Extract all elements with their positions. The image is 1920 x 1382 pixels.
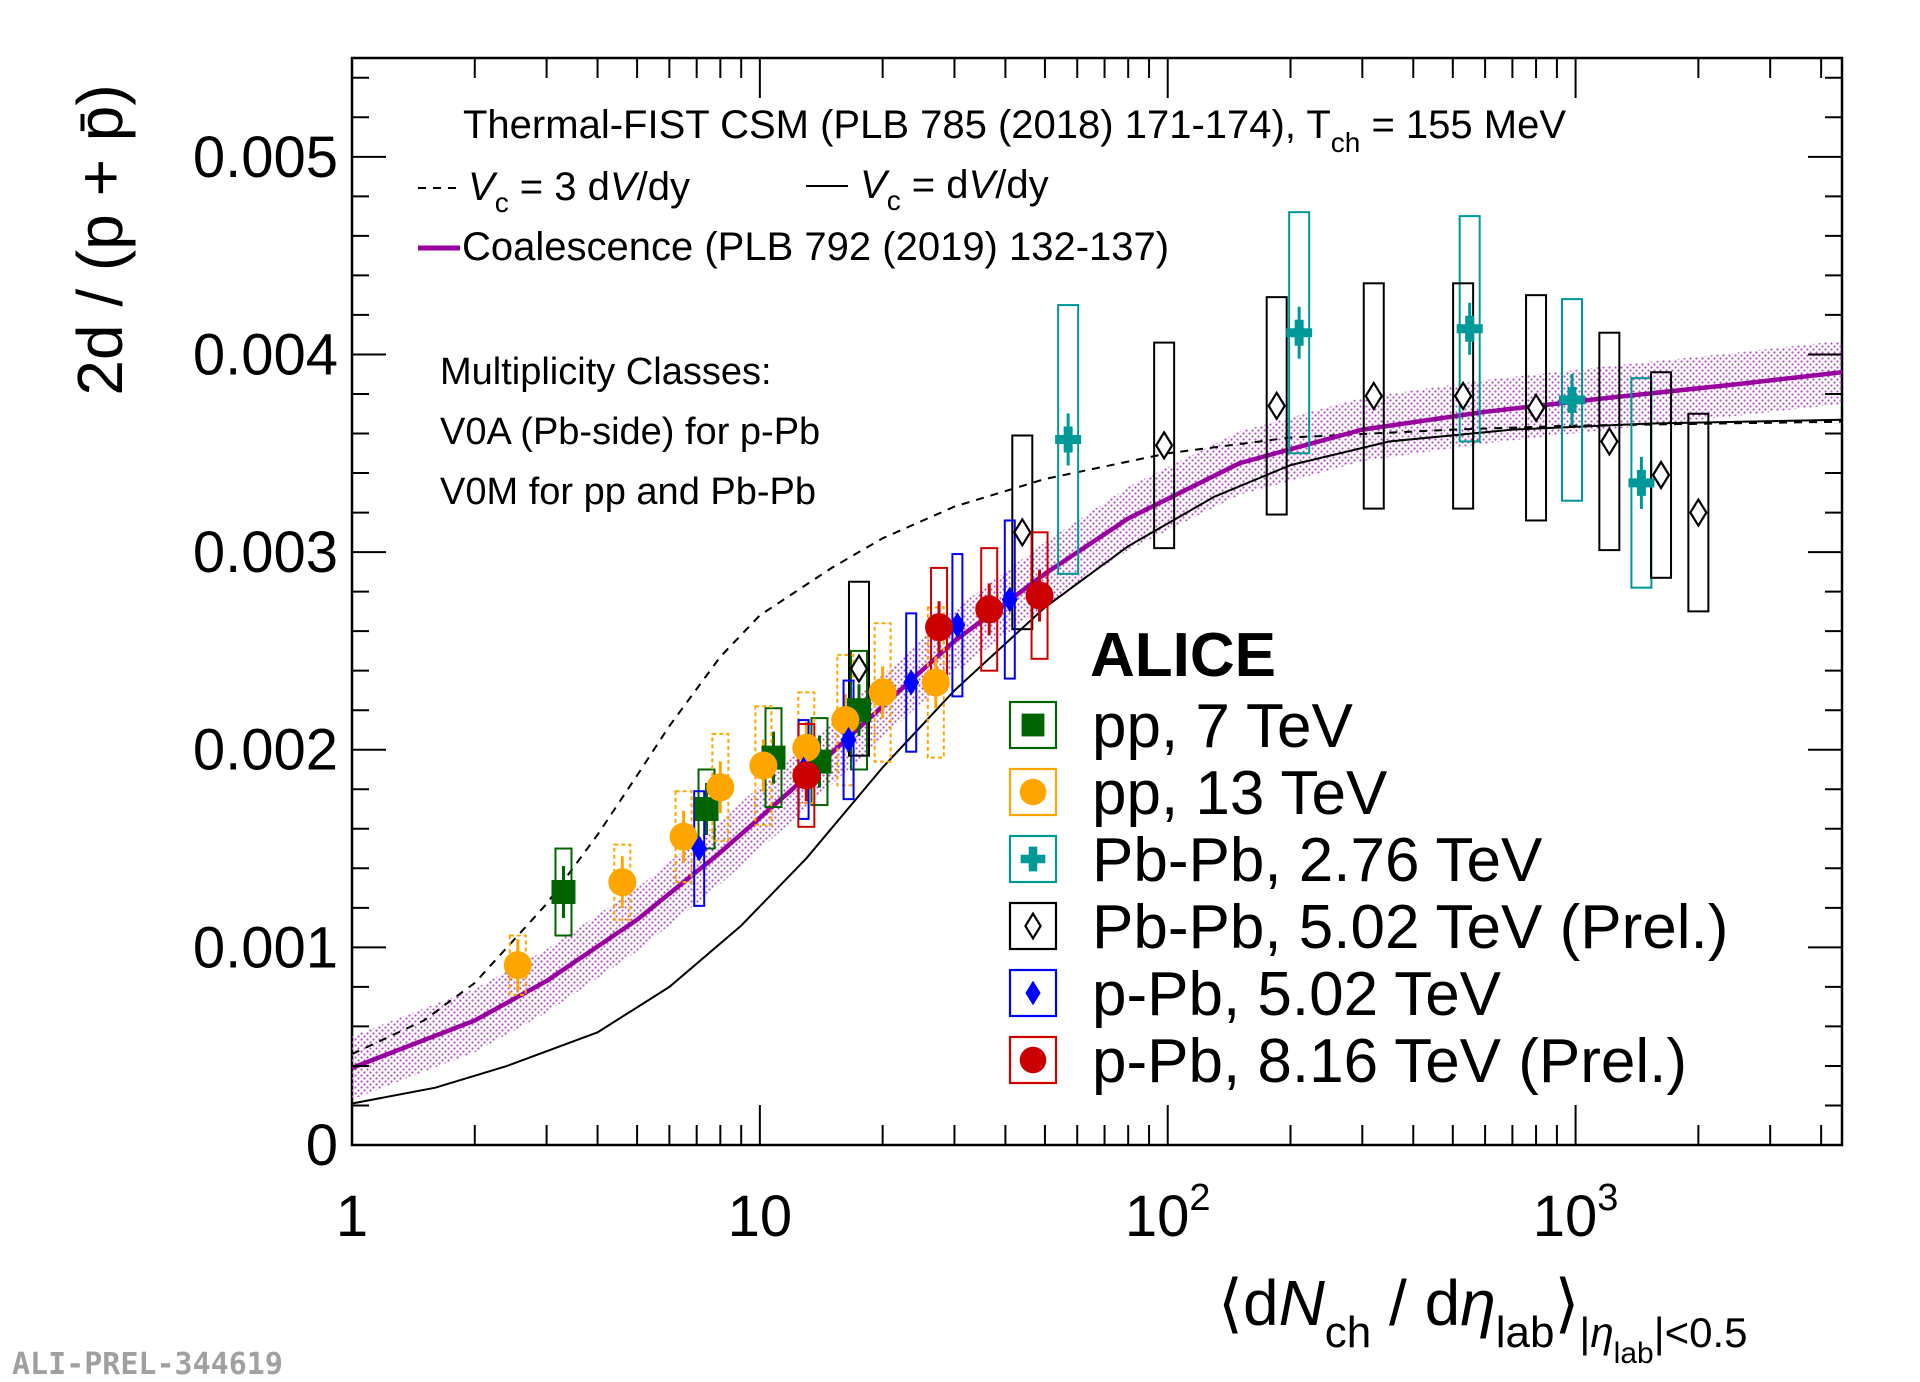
plot-frame bbox=[350, 56, 1844, 1147]
data-point bbox=[749, 751, 778, 780]
x-axis-label: ⟨dNch / dηlab⟩|ηlab|<0.5 bbox=[1218, 1267, 1748, 1370]
csm-solid-curve bbox=[352, 418, 1842, 1105]
sys-box bbox=[1525, 294, 1548, 522]
legend-marker bbox=[1019, 1046, 1047, 1074]
sys-box bbox=[1687, 412, 1710, 613]
sys-box bbox=[847, 580, 870, 757]
sys-box bbox=[1598, 331, 1621, 552]
y-axis-label: 2d / (p + p̄) bbox=[64, 84, 136, 395]
x-tick-label: 10 bbox=[728, 1184, 793, 1249]
legend-label: p-Pb, 8.16 TeV (Prel.) bbox=[1092, 1027, 1687, 1096]
legend-label: p-Pb, 5.02 TeV bbox=[1092, 960, 1502, 1029]
data-point bbox=[792, 761, 821, 790]
y-tick-label: 0.004 bbox=[193, 322, 338, 387]
sys-box bbox=[1362, 282, 1385, 510]
y-tick-label: 0 bbox=[306, 1113, 338, 1178]
legend-marker bbox=[1020, 846, 1046, 872]
legend-label: pp, 7 TeV bbox=[1092, 692, 1353, 761]
data-point bbox=[1001, 586, 1018, 613]
data-point bbox=[1013, 517, 1032, 548]
legend-marker bbox=[1025, 980, 1041, 1006]
y-tick-label: 0.005 bbox=[193, 125, 338, 190]
data-point bbox=[1559, 386, 1586, 413]
legend-label: Pb-Pb, 2.76 TeV bbox=[1092, 826, 1543, 895]
data-point bbox=[608, 868, 637, 897]
data-point bbox=[1267, 390, 1286, 421]
coalescence-band bbox=[352, 340, 1842, 1100]
data-point bbox=[669, 822, 698, 851]
data-point bbox=[694, 797, 719, 822]
legend-label: pp, 13 TeV bbox=[1092, 759, 1388, 828]
data-point bbox=[840, 726, 857, 753]
x-tick-label: 102 bbox=[1125, 1177, 1211, 1249]
data-point bbox=[921, 668, 950, 697]
data-point bbox=[691, 835, 708, 862]
data-point bbox=[1286, 319, 1313, 346]
data-point bbox=[1055, 426, 1082, 453]
data-point bbox=[706, 773, 735, 802]
sys-box bbox=[1650, 371, 1673, 579]
data-point bbox=[903, 669, 920, 696]
data-point bbox=[1453, 380, 1473, 412]
dashed-curve-label: Vc = 3 dV/dy bbox=[468, 165, 690, 218]
sys-box bbox=[1153, 341, 1176, 550]
y-tick-label: 0.001 bbox=[193, 915, 338, 980]
model-annotation: Thermal-FIST CSM (PLB 785 (2018) 171-174… bbox=[463, 103, 1566, 158]
legend-box bbox=[1008, 968, 1058, 1018]
data-point bbox=[503, 951, 532, 980]
data-point bbox=[1364, 380, 1384, 412]
data-point bbox=[831, 706, 860, 735]
y-tick-label: 0.002 bbox=[193, 718, 338, 783]
data-point bbox=[849, 653, 869, 684]
csm-dashed-curve bbox=[352, 420, 1842, 1056]
experiment-label: ALICE bbox=[1090, 621, 1276, 690]
sys-box bbox=[754, 705, 773, 826]
x-tick-label: 1 bbox=[336, 1184, 368, 1249]
data-point bbox=[1651, 459, 1671, 491]
multiplicity-line-3: V0M for pp and Pb-Pb bbox=[440, 471, 816, 513]
data-point bbox=[1600, 426, 1619, 457]
legend-marker bbox=[1019, 778, 1047, 806]
data-point bbox=[551, 880, 576, 905]
sys-box bbox=[613, 843, 632, 921]
x-tick-label: 103 bbox=[1533, 1177, 1619, 1249]
y-tick-label: 0.003 bbox=[193, 520, 338, 585]
data-point bbox=[949, 612, 966, 639]
data-point bbox=[1628, 469, 1655, 496]
data-point bbox=[925, 613, 954, 642]
data-point bbox=[1689, 497, 1708, 528]
data-point bbox=[1154, 430, 1174, 461]
solid-curve-label: Vc = dV/dy bbox=[860, 163, 1049, 216]
legend-marker bbox=[1021, 713, 1045, 737]
data-point bbox=[868, 678, 897, 707]
multiplicity-line-1: Multiplicity Classes: bbox=[440, 351, 772, 393]
watermark: ALI-PREL-344619 bbox=[12, 1347, 283, 1382]
data-point bbox=[1025, 581, 1054, 610]
sys-box bbox=[1265, 296, 1288, 516]
data-point bbox=[1456, 315, 1483, 342]
legend-marker bbox=[1024, 911, 1042, 941]
data-point bbox=[975, 595, 1004, 624]
data-point bbox=[792, 733, 821, 762]
coalescence-label: Coalescence (PLB 792 (2019) 132-137) bbox=[462, 225, 1169, 269]
data-point bbox=[1526, 392, 1546, 423]
sys-box bbox=[1452, 282, 1475, 510]
legend-label: Pb-Pb, 5.02 TeV (Prel.) bbox=[1092, 893, 1728, 962]
multiplicity-line-2: V0A (Pb-side) for p-Pb bbox=[440, 411, 820, 453]
